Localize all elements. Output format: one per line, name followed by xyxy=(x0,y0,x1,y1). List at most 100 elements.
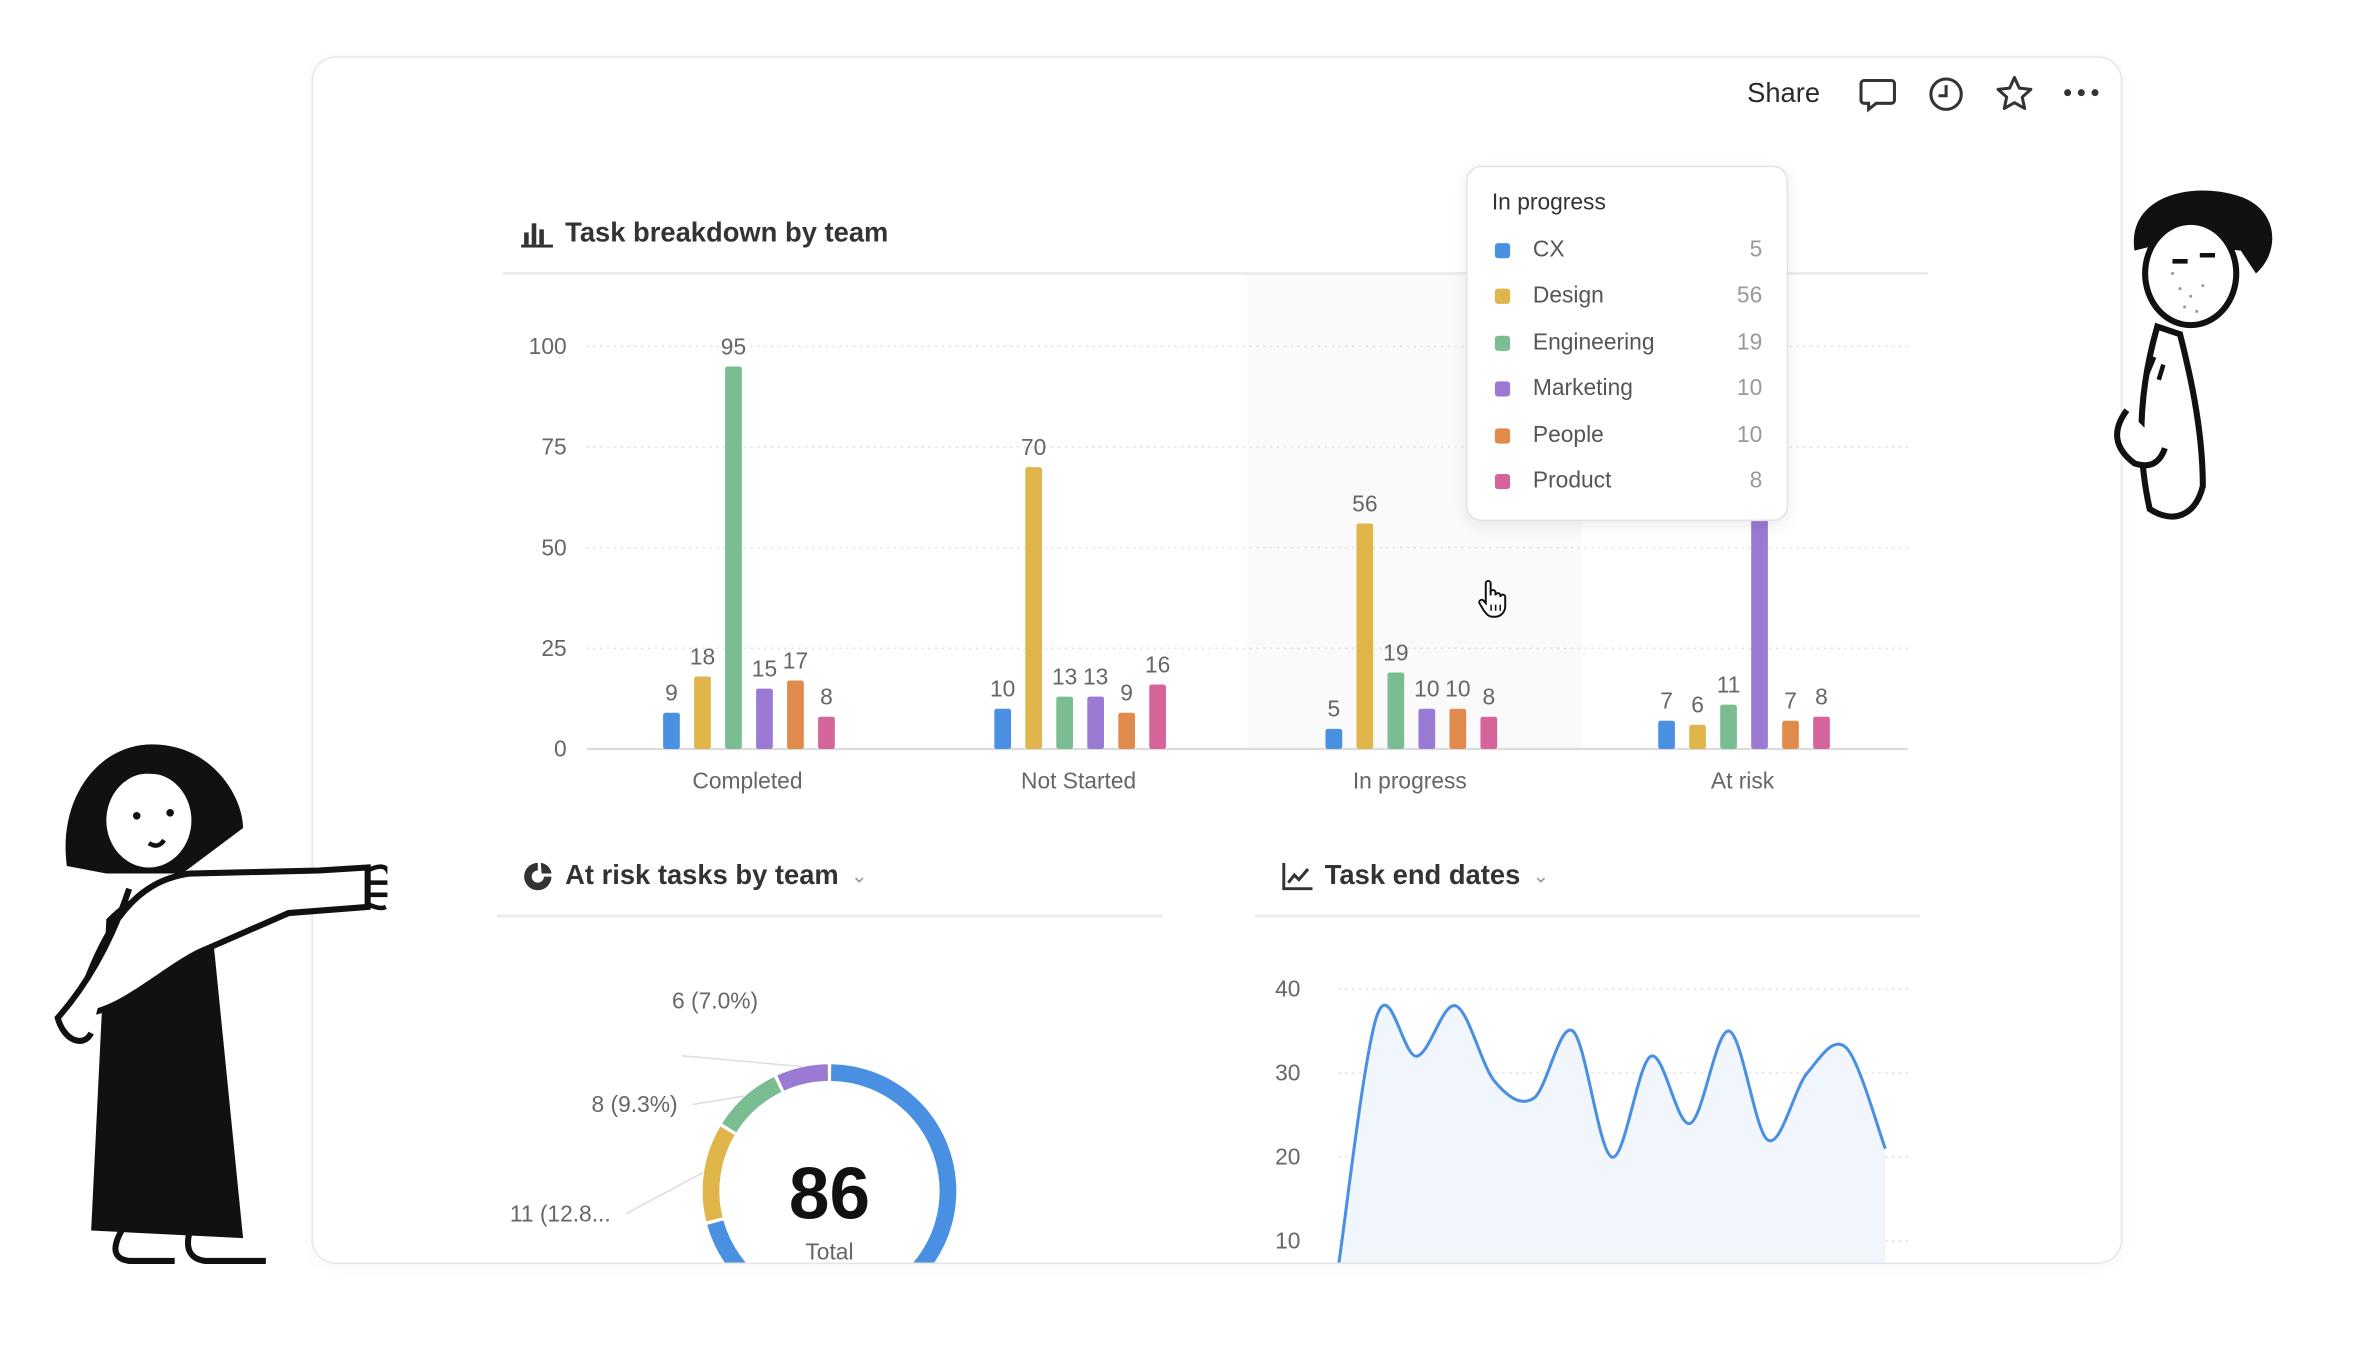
data-label: 13 xyxy=(1052,663,1077,689)
star-icon[interactable] xyxy=(1995,74,2034,113)
donut-panel-title[interactable]: At risk tasks by team ⌄ xyxy=(523,859,868,892)
bar-product xyxy=(1149,684,1166,749)
bar-design xyxy=(1356,523,1374,749)
legend-swatch xyxy=(1494,427,1511,443)
x-tick-label: In progress xyxy=(1353,767,1467,793)
tooltip-value: 56 xyxy=(1736,283,1763,309)
donut-chart[interactable]: 6 (7.0%) 8 (9.3%) 11 (12.8... 86 Total xyxy=(465,954,1073,1264)
donut-chart-icon xyxy=(524,862,552,890)
donut-segment xyxy=(707,1064,957,1263)
data-label: 8 xyxy=(1482,684,1495,710)
y-tick-label: 100 xyxy=(529,333,567,359)
bar-cx xyxy=(1325,728,1343,749)
data-label: 15 xyxy=(752,655,777,681)
data-label: 17 xyxy=(783,647,808,673)
legend-swatch xyxy=(1494,289,1511,305)
leader-line xyxy=(625,1171,704,1215)
bar-engineering xyxy=(1056,696,1074,749)
tooltip-team: People xyxy=(1532,421,1604,448)
donut-total: 86 xyxy=(789,1153,870,1234)
data-label: 10 xyxy=(1414,676,1439,702)
divider xyxy=(496,914,1163,918)
data-label: 9 xyxy=(665,680,678,706)
bar-engineering xyxy=(1720,704,1737,749)
bar-product xyxy=(1480,716,1498,749)
data-label: 13 xyxy=(1083,663,1108,689)
legend-swatch xyxy=(1494,243,1511,259)
tooltip-value: 5 xyxy=(1749,236,1763,263)
data-label: 8 xyxy=(820,684,833,710)
tooltip-row: CX 5 xyxy=(1494,236,1763,267)
tooltip-team: CX xyxy=(1532,236,1565,263)
share-button[interactable]: Share xyxy=(1747,77,1821,108)
data-label: 5 xyxy=(1328,696,1341,722)
bar-people xyxy=(1449,708,1467,749)
x-tick-label: Completed xyxy=(692,767,802,793)
slice-label: 11 (12.8... xyxy=(510,1200,611,1226)
donut-total-label: Total xyxy=(805,1238,853,1264)
line-panel-title[interactable]: Task end dates ⌄ xyxy=(1282,860,1549,892)
history-icon[interactable] xyxy=(1928,76,1964,112)
leader-line xyxy=(692,1095,745,1106)
data-label: 7 xyxy=(1784,688,1797,714)
bar-engineering xyxy=(1387,672,1405,749)
series-line xyxy=(1337,1003,1887,1263)
divider xyxy=(1254,914,1921,918)
y-tick-label: 25 xyxy=(541,635,566,661)
chart-tooltip: In progress CX 5 Design 56 Engineering 19 Mark… xyxy=(1466,165,1789,522)
tooltip-row: People 10 xyxy=(1494,421,1763,452)
data-label: 11 xyxy=(1717,672,1741,698)
bar-people xyxy=(1118,712,1135,749)
area-fill xyxy=(1338,1005,1886,1263)
bar-marketing xyxy=(1418,708,1436,749)
man-illustration xyxy=(2114,190,2273,520)
line-chart[interactable]: 10 20 30 40 xyxy=(1224,954,1938,1264)
y-tick-label: 20 xyxy=(1275,1144,1300,1170)
y-tick-label: 0 xyxy=(554,736,567,762)
bar-design xyxy=(1689,724,1706,749)
bar-panel-title: Task breakdown by team xyxy=(521,217,888,249)
chevron-down-icon[interactable]: ⌄ xyxy=(1532,863,1550,887)
divider xyxy=(502,271,1928,275)
y-tick-label: 40 xyxy=(1275,976,1300,1002)
bar-cx xyxy=(663,712,680,749)
data-label: 9 xyxy=(1120,680,1133,706)
tooltip-title: In progress xyxy=(1491,189,1606,216)
bar-chart-icon xyxy=(521,222,553,247)
bar-panel-title-text: Task breakdown by team xyxy=(565,217,889,248)
bar-marketing xyxy=(756,688,773,749)
leader-line xyxy=(682,1055,802,1068)
legend-swatch xyxy=(1494,335,1511,351)
hand-cursor-icon xyxy=(1478,579,1507,618)
data-label: 8 xyxy=(1815,684,1828,710)
legend-swatch xyxy=(1494,473,1511,490)
data-label: 7 xyxy=(1660,688,1673,714)
bar-marketing xyxy=(1751,498,1768,749)
chevron-down-icon[interactable]: ⌄ xyxy=(850,863,868,887)
tooltip-row: Design 56 xyxy=(1494,283,1763,313)
more-icon[interactable] xyxy=(2063,85,2099,100)
tooltip-row: Marketing 10 xyxy=(1494,375,1763,406)
bar-design xyxy=(694,676,711,749)
data-label: 10 xyxy=(1445,676,1470,702)
y-tick-label: 30 xyxy=(1275,1060,1300,1086)
tooltip-team: Product xyxy=(1532,467,1612,494)
data-label: 70 xyxy=(1021,434,1046,460)
bar-product xyxy=(818,716,835,749)
bar-people xyxy=(787,680,804,749)
tooltip-value: 19 xyxy=(1736,329,1763,356)
woman-illustration xyxy=(54,744,388,1264)
data-label: 10 xyxy=(990,676,1015,702)
tooltip-value: 10 xyxy=(1736,421,1763,448)
slice-label: 8 (9.3%) xyxy=(592,1091,678,1117)
tooltip-value: 10 xyxy=(1736,375,1763,402)
app-window: Share Task breakdown by team 0 25 50 75 100 C… xyxy=(311,56,2123,1264)
data-label: 18 xyxy=(690,643,715,669)
donut-segment xyxy=(722,1076,782,1133)
data-label: 16 xyxy=(1145,651,1170,677)
bar-cx xyxy=(994,708,1012,749)
donut-panel-title-text: At risk tasks by team xyxy=(565,859,839,891)
slice-label: 6 (7.0%) xyxy=(672,988,758,1014)
comment-icon[interactable] xyxy=(1858,76,1897,115)
